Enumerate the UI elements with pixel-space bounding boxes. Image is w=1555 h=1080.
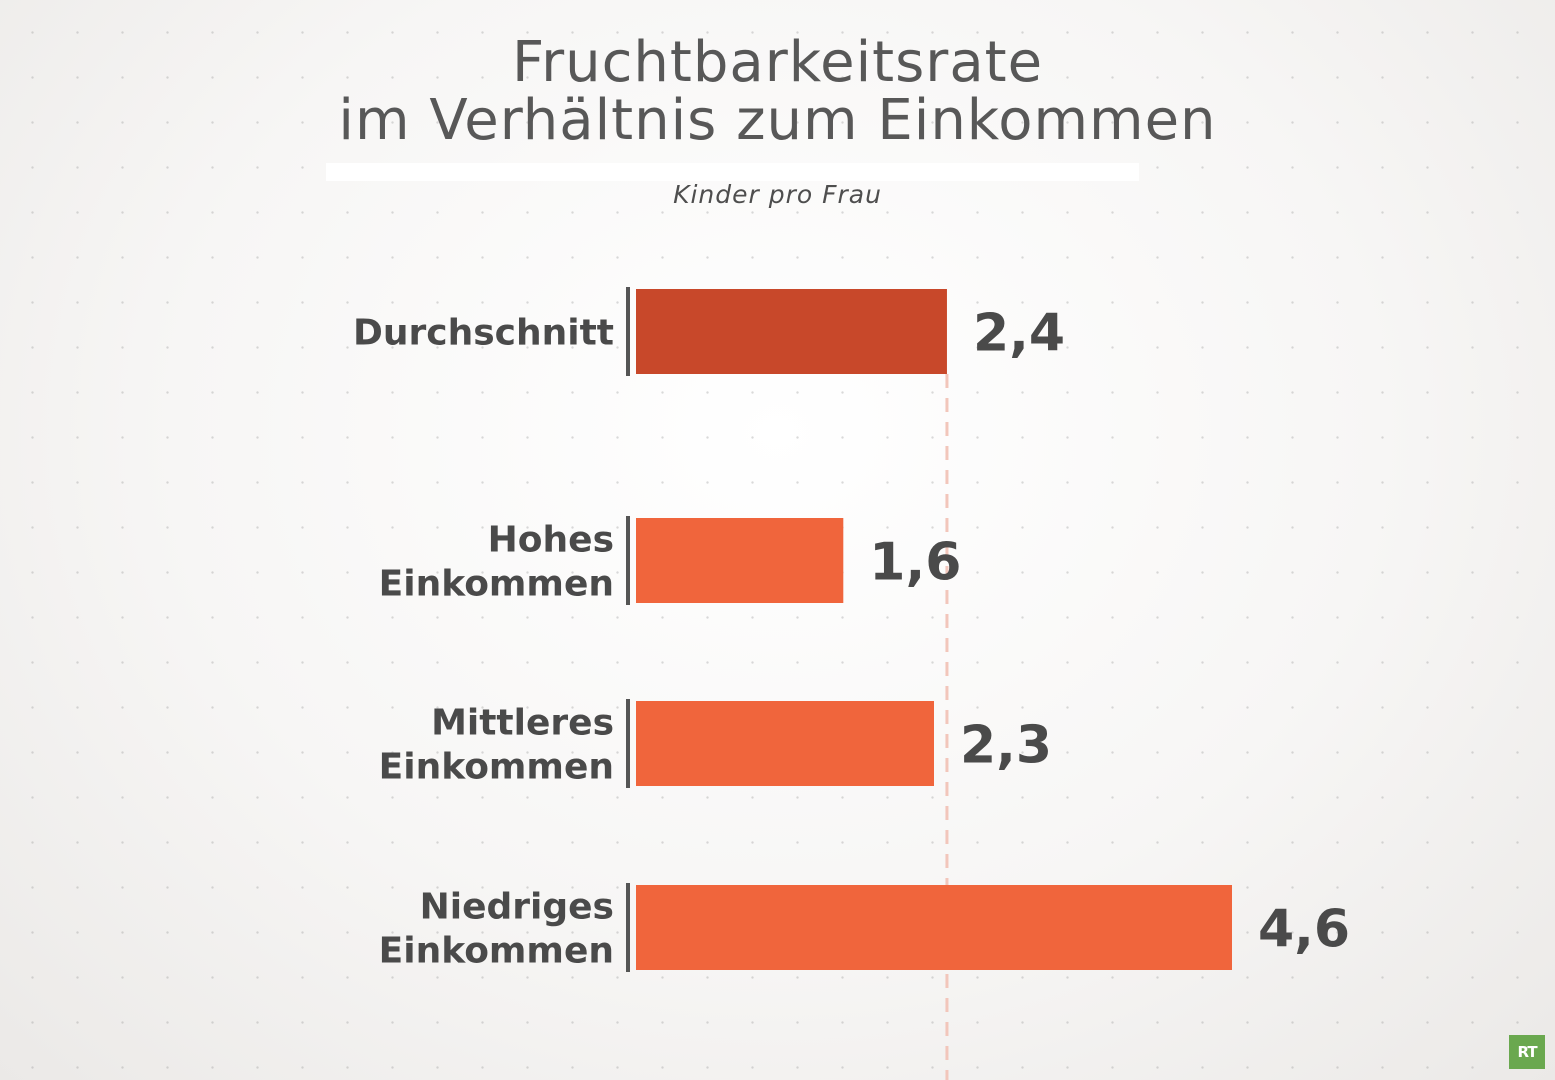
axis-tick-3	[626, 883, 630, 972]
chart-title: Fruchtbarkeitsrate im Verhältnis zum Ein…	[0, 34, 1555, 150]
category-label-2-0: Mittleres	[431, 703, 614, 744]
title-underline	[326, 163, 1139, 181]
value-label-3: 4,6	[1258, 900, 1350, 960]
chart-title-line-2: im Verhältnis zum Einkommen	[338, 88, 1217, 153]
axis-tick-1	[626, 516, 630, 605]
value-label-1: 1,6	[869, 533, 961, 593]
value-label-2: 2,3	[960, 716, 1052, 776]
value-label-0: 2,4	[973, 304, 1065, 364]
bar-2	[636, 701, 934, 786]
category-label-1-1: Einkommen	[379, 564, 614, 605]
bar-3	[636, 885, 1232, 970]
category-label-3-0: Niedriges	[420, 887, 614, 928]
category-label-0-0: Durchschnitt	[353, 313, 614, 354]
chart-subtitle: Kinder pro Frau	[673, 180, 882, 209]
axis-tick-2	[626, 699, 630, 788]
axis-tick-0	[626, 287, 630, 376]
rt-logo: RT	[1509, 1035, 1545, 1069]
category-label-1-0: Hohes	[488, 520, 614, 561]
category-label-3-1: Einkommen	[379, 931, 614, 972]
bar-0	[636, 289, 947, 374]
category-label-2-1: Einkommen	[379, 747, 614, 788]
chart-title-line-1: Fruchtbarkeitsrate	[511, 30, 1044, 95]
bar-1	[636, 518, 844, 603]
